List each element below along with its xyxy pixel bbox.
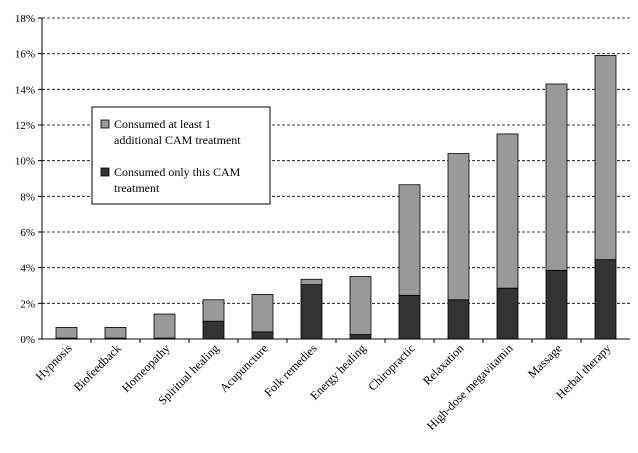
y-tick-label: 16% [15,49,35,61]
y-tick-label: 0% [20,334,35,346]
bar-only-this-treatment [349,334,372,340]
legend-box [91,106,271,205]
y-tick-label: 4% [20,263,35,275]
bar-additional-treatment [55,327,78,339]
category-label: High-dose megavitamin [424,341,516,433]
category-label: Biofeedback [71,341,124,394]
category-label: Chiropractic [365,341,417,393]
bar-additional-treatment [104,327,127,339]
category-label: Acupuncture [217,341,271,395]
bar-additional-treatment [153,313,176,339]
legend-swatch [100,119,110,129]
category-label: Hypnosis [33,341,75,383]
y-tick-label: 8% [20,191,35,203]
bar-additional-treatment [447,153,470,301]
bar-only-this-treatment [545,269,568,340]
bars [55,55,617,340]
bar-additional-treatment [545,83,568,271]
y-tick-label: 12% [15,120,35,132]
bar-only-this-treatment [594,259,617,340]
legend-label: additional CAM treatment [114,133,241,147]
bar-additional-treatment [496,133,519,289]
bar-only-this-treatment [496,287,519,340]
legend-swatch [100,167,110,177]
bar-additional-treatment [202,299,225,322]
bar-additional-treatment [251,294,274,333]
legend-label: Consumed at least 1 [114,117,211,131]
axes: 0% 2% 4% 6% 8% 10% 12% 14% 16% 18% HypnosisBiofeed… [15,13,630,433]
bar-additional-treatment [300,278,323,286]
legend: Consumed at least 1 additional CAM treatm… [91,106,271,205]
legend-label: Consumed only this CAM [114,165,241,179]
bar-only-this-treatment [300,284,323,340]
bar-only-this-treatment [447,299,470,340]
y-tick-label: 10% [15,156,35,168]
y-tick-label: 14% [15,84,35,96]
bar-only-this-treatment [202,320,225,340]
bar-additional-treatment [398,184,421,296]
category-label: Massage [525,341,565,381]
bar-only-this-treatment [398,294,421,340]
bar-only-this-treatment [251,331,274,340]
y-tick-label: 18% [15,13,35,25]
bar-additional-treatment [349,276,372,335]
y-tick-label: 6% [20,227,35,239]
y-tick-label: 2% [20,298,35,310]
category-label: Homeopathy [119,341,173,395]
legend-label: treatment [114,181,160,195]
category-label: Relaxation [420,341,467,388]
bar-additional-treatment [594,55,617,261]
